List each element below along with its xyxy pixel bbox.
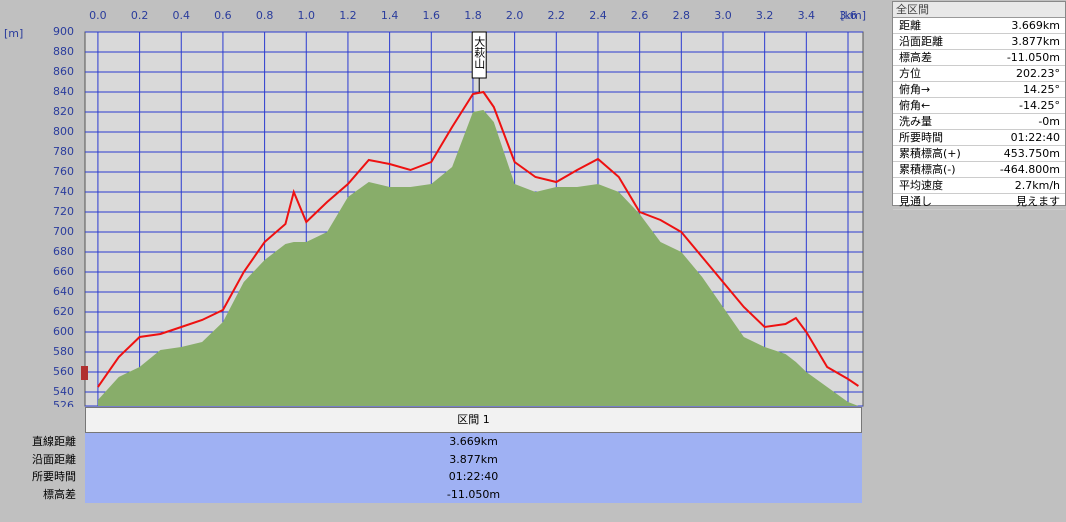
info-value: 2.7km/h <box>1014 179 1060 192</box>
y-tick-label: 580 <box>53 345 74 358</box>
y-tick-label: 540 <box>53 385 74 398</box>
x-tick-label: 0.4 <box>173 9 191 22</box>
y-tick-label: 820 <box>53 105 74 118</box>
info-row: 俯角← -14.25° <box>893 98 1065 114</box>
y-tick-label: 860 <box>53 65 74 78</box>
info-value: -14.25° <box>1019 99 1060 112</box>
info-row: 平均速度 2.7km/h <box>893 178 1065 194</box>
info-key: 平均速度 <box>899 179 943 192</box>
section-table: 区間 1 直線距離 3.669km 沿面距離 3.877km 所要時間 01:22:40 標… <box>0 407 866 503</box>
y-unit: [m] <box>4 27 23 40</box>
info-row: 累積標高(+) 453.750m <box>893 146 1065 162</box>
info-key: 洗み量 <box>899 115 932 128</box>
info-row: 沿面距離 3.877km <box>893 34 1065 50</box>
x-tick-label: 1.0 <box>298 9 316 22</box>
y-tick-label: 760 <box>53 165 74 178</box>
x-tick-label: 2.8 <box>673 9 691 22</box>
info-key: 所要時間 <box>899 131 943 144</box>
y-tick-label: 526 <box>53 399 74 407</box>
y-tick-label: 880 <box>53 45 74 58</box>
y-tick-label: 800 <box>53 125 74 138</box>
info-row: 累積標高(-) -464.800m <box>893 162 1065 178</box>
section-row: 標高差 -11.050m <box>0 485 866 503</box>
y-tick-label: 720 <box>53 205 74 218</box>
x-tick-label: 0.6 <box>214 9 232 22</box>
section-label: 沿面距離 <box>32 452 76 466</box>
y-tick-label: 680 <box>53 245 74 258</box>
y-tick-label: 780 <box>53 145 74 158</box>
y-tick-label: 620 <box>53 305 74 318</box>
info-row: 俯角→ 14.25° <box>893 82 1065 98</box>
x-tick-label: 0.8 <box>256 9 274 22</box>
x-tick-label: 0.0 <box>89 9 107 22</box>
x-tick-label: 1.4 <box>381 9 399 22</box>
track-line <box>97 90 859 388</box>
x-tick-label: 3.4 <box>798 9 816 22</box>
info-value: -11.050m <box>1006 51 1060 64</box>
x-tick-label: 3.2 <box>756 9 774 22</box>
x-tick-label: 1.8 <box>464 9 482 22</box>
section-value: 3.669km <box>85 433 862 451</box>
y-tick-label: 660 <box>53 265 74 278</box>
section-value: 01:22:40 <box>85 468 862 486</box>
section-value: -11.050m <box>85 485 862 503</box>
section-row: 沿面距離 3.877km <box>0 450 866 468</box>
info-row: 標高差 -11.050m <box>893 50 1065 66</box>
info-key: 標高差 <box>899 51 932 64</box>
section-label: 標高差 <box>43 487 76 501</box>
info-key: 俯角→ <box>899 83 931 96</box>
section-label: 直線距離 <box>32 435 76 448</box>
info-key: 累積標高(-) <box>899 163 956 176</box>
section-label: 所要時間 <box>32 470 76 483</box>
info-key: 俯角← <box>899 99 931 112</box>
y-tick-label: 900 <box>53 25 74 38</box>
info-key: 距離 <box>899 19 921 32</box>
y-tick-label: 640 <box>53 285 74 298</box>
y-tick-label: 840 <box>53 85 74 98</box>
x-tick-label: 2.2 <box>548 9 566 22</box>
section-row: 直線距離 3.669km <box>0 433 866 451</box>
info-value: -0m <box>1038 115 1060 128</box>
start-marker <box>81 366 88 380</box>
x-tick-label: 1.2 <box>339 9 357 22</box>
terrain-area <box>97 110 859 406</box>
info-value: 202.23° <box>1016 67 1060 80</box>
x-tick-label: 1.6 <box>423 9 441 22</box>
info-key: 沿面距離 <box>899 35 943 48</box>
info-row: 距離 3.669km <box>893 18 1065 34</box>
x-tick-label: 2.4 <box>589 9 607 22</box>
x-tick-label: 3.6 <box>839 9 857 22</box>
info-key: 方位 <box>899 67 921 80</box>
info-value: 14.25° <box>1023 83 1060 96</box>
x-tick-label: 3.0 <box>714 9 732 22</box>
info-row: 所要時間 01:22:40 <box>893 130 1065 146</box>
y-tick-label: 700 <box>53 225 74 238</box>
section-value: 3.877km <box>85 450 862 468</box>
info-value: 01:22:40 <box>1010 131 1060 144</box>
info-value: 3.669km <box>1011 19 1060 32</box>
x-tick-label: 2.6 <box>631 9 649 22</box>
info-value: 453.750m <box>1003 147 1060 160</box>
info-row: 方位 202.23° <box>893 66 1065 82</box>
annotation: 大萩山 <box>473 35 486 69</box>
info-title: 全区間 <box>893 2 1065 18</box>
x-tick-label: 0.2 <box>131 9 149 22</box>
info-value: 見えます <box>1016 195 1060 208</box>
section-header[interactable]: 区間 1 <box>85 407 862 433</box>
info-panel: 全区間 距離 3.669km 沿面距離 3.877km 標高差 -11.050m 方位 202… <box>892 1 1066 210</box>
info-key: 累積標高(+) <box>899 147 961 160</box>
x-tick-label: 2.0 <box>506 9 524 22</box>
info-row: 見通し 見えます <box>893 194 1065 210</box>
info-row: 洗み量 -0m <box>893 114 1065 130</box>
info-key: 見通し <box>899 195 932 208</box>
info-value: -464.800m <box>999 163 1060 176</box>
y-tick-label: 560 <box>53 365 74 378</box>
y-tick-label: 740 <box>53 185 74 198</box>
x-unit: [km] <box>840 9 866 22</box>
info-value: 3.877km <box>1011 35 1060 48</box>
y-tick-label: 600 <box>53 325 74 338</box>
section-row: 所要時間 01:22:40 <box>0 468 866 486</box>
